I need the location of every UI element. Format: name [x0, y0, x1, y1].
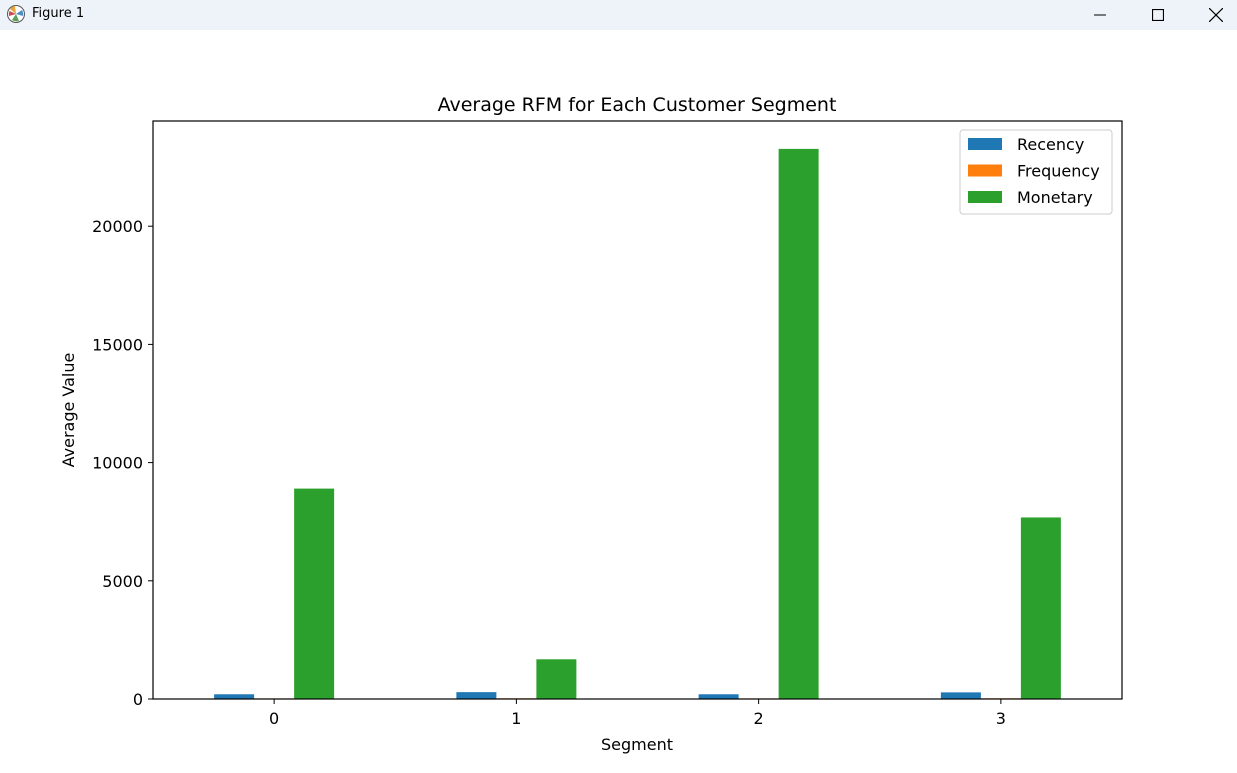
- matplotlib-app-icon: [7, 5, 25, 23]
- y-tick-label: 15000: [92, 335, 143, 354]
- close-icon: [1209, 8, 1223, 22]
- maximize-button[interactable]: [1135, 0, 1181, 30]
- y-axis-label: Average Value: [59, 353, 78, 468]
- x-axis-label: Segment: [601, 735, 673, 754]
- legend-label-frequency: Frequency: [1017, 162, 1100, 181]
- x-tick-label: 3: [996, 709, 1006, 728]
- window-title: Figure 1: [32, 6, 85, 21]
- legend-label-recency: Recency: [1017, 135, 1084, 154]
- minimize-button[interactable]: [1077, 0, 1123, 30]
- chart-title: Average RFM for Each Customer Segment: [438, 94, 837, 116]
- legend-swatch-frequency: [968, 164, 1002, 177]
- bar-monetary-3: [1020, 517, 1061, 699]
- window-titlebar: Figure 1: [0, 0, 1237, 30]
- minimize-icon: [1094, 14, 1106, 16]
- legend-swatch-monetary: [968, 191, 1002, 203]
- bar-recency-0: [214, 694, 255, 699]
- y-tick-label: 20000: [92, 217, 143, 236]
- figure-canvas: Average RFM for Each Customer Segment Se…: [59, 94, 1123, 754]
- bar-recency-2: [698, 694, 739, 699]
- plot-frame: [152, 120, 1123, 700]
- bar-monetary-0: [294, 488, 335, 699]
- bar-monetary-2: [778, 148, 819, 700]
- legend-swatch-recency: [968, 138, 1002, 150]
- bar-recency-3: [940, 692, 981, 699]
- x-tick-label: 1: [511, 709, 521, 728]
- maximize-icon: [1152, 9, 1164, 21]
- bars-group: [214, 148, 1061, 700]
- bar-recency-1: [456, 692, 497, 699]
- bar-monetary-1: [536, 659, 577, 699]
- axes-group: 0 5000 10000 15000 20000 0 1 2 3: [92, 120, 1123, 728]
- x-tick-label: 2: [754, 709, 764, 728]
- x-tick-label: 0: [269, 709, 279, 728]
- legend: Recency Frequency Monetary: [959, 129, 1113, 215]
- close-button[interactable]: [1193, 0, 1237, 30]
- legend-label-monetary: Monetary: [1017, 188, 1093, 207]
- y-tick-label: 5000: [102, 572, 143, 591]
- y-tick-label: 0: [133, 690, 143, 709]
- y-tick-label: 10000: [92, 454, 143, 473]
